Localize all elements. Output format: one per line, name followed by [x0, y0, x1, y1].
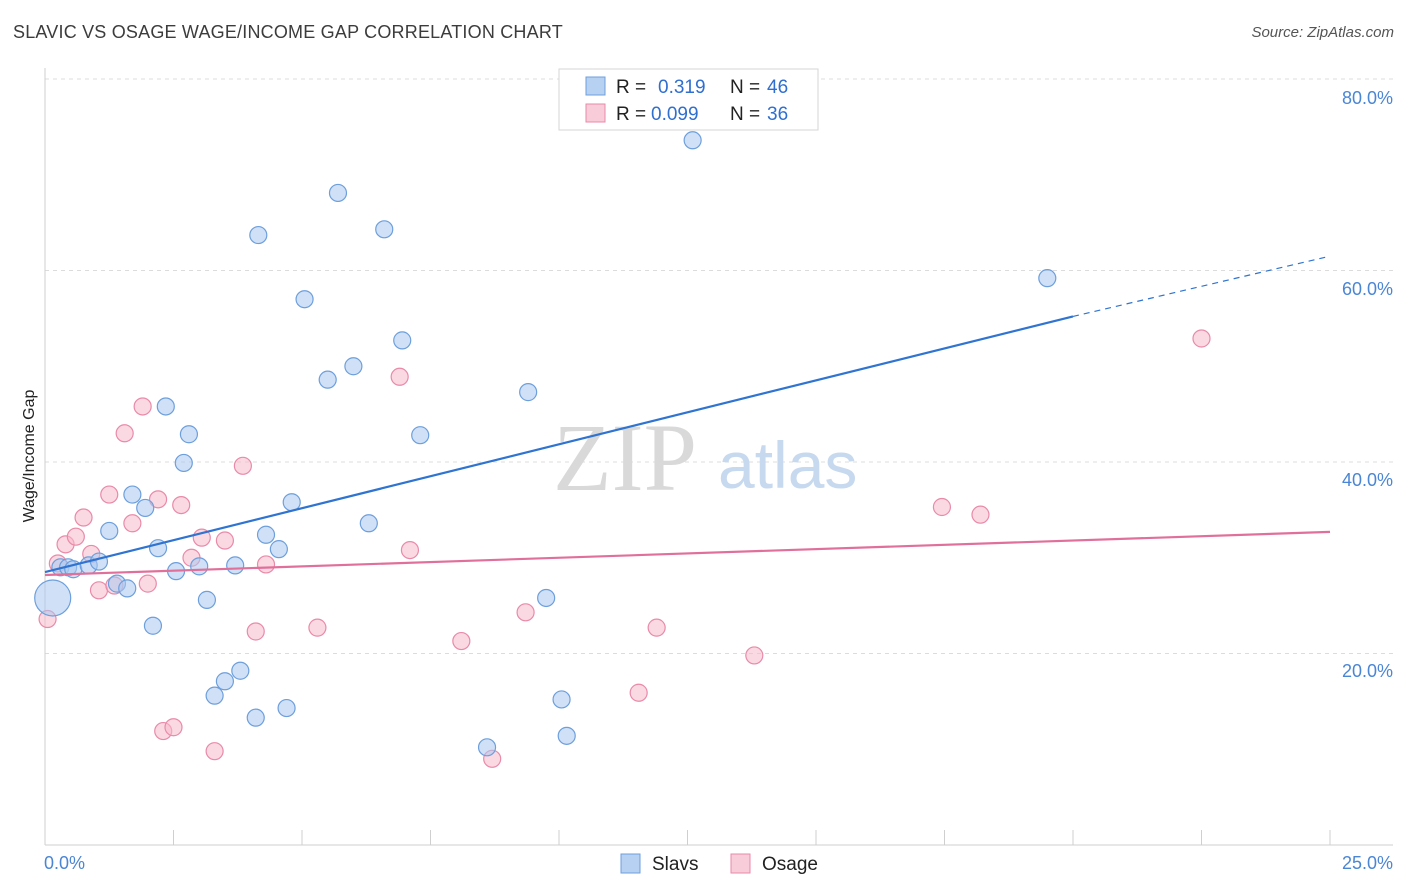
- osage-point: [647, 618, 666, 637]
- osage-point: [123, 514, 142, 533]
- osage-point: [100, 485, 119, 504]
- legend-n-label-slavs: N =: [730, 77, 760, 98]
- osage-point: [256, 555, 276, 574]
- slavs-point: [393, 331, 412, 350]
- osage-point: [164, 718, 183, 737]
- slavs-point: [249, 225, 268, 245]
- osage-point: [629, 683, 648, 702]
- slavs-point: [156, 397, 175, 416]
- legend-r-value-slavs: 0.319: [658, 77, 706, 98]
- legend-bottom-swatch-slavs: [620, 853, 641, 874]
- slavs-points: [34, 131, 1057, 757]
- slavs-point: [246, 708, 265, 727]
- slavs-point: [683, 131, 702, 150]
- slavs-point: [519, 383, 538, 402]
- slavs-point: [205, 686, 224, 705]
- y-tick-label-80: 80.0%: [1342, 88, 1393, 108]
- osage-point: [205, 742, 224, 761]
- slavs-trend-line: [44, 315, 1074, 574]
- legend-n-label-osage: N =: [730, 104, 760, 125]
- osage-point: [971, 505, 990, 524]
- osage-point: [89, 581, 109, 600]
- x-tick-label-max: 25.0%: [1342, 853, 1393, 873]
- slavs-point: [231, 661, 250, 680]
- slavs-point: [295, 290, 314, 309]
- osage-point: [233, 456, 252, 475]
- slavs-point: [118, 579, 137, 598]
- osage-point: [133, 397, 152, 416]
- y-tick-label-60: 60.0%: [1342, 279, 1393, 299]
- osage-point: [246, 622, 265, 641]
- slavs-point: [143, 616, 163, 635]
- source-label: Source: ZipAtlas.com: [1251, 24, 1394, 41]
- legend-swatch-slavs: [585, 76, 606, 96]
- slavs-point: [552, 690, 571, 709]
- osage-point: [308, 618, 327, 637]
- slavs-point: [344, 357, 363, 376]
- slavs-point: [89, 552, 109, 571]
- slavs-point: [100, 521, 119, 541]
- legend-r-label-osage: R =: [616, 104, 646, 125]
- osage-point: [138, 574, 157, 593]
- osage-point: [516, 603, 535, 622]
- osage-point: [932, 497, 952, 517]
- slavs-point: [174, 453, 193, 473]
- slavs-point: [359, 514, 378, 533]
- legend-r-value-osage: 0.099: [651, 104, 699, 125]
- osage-point: [66, 527, 85, 546]
- slavs-point: [226, 556, 245, 575]
- slavs-point: [318, 370, 337, 389]
- osage-point: [215, 531, 234, 550]
- osage-point: [400, 540, 420, 560]
- legend-n-value-osage: 36: [767, 104, 788, 125]
- slavs-point: [537, 588, 556, 608]
- watermark-zip: ZIP: [553, 404, 697, 511]
- legend-bottom-label-slavs: Slavs: [652, 854, 698, 875]
- x-tick-label-min: 0.0%: [44, 853, 85, 873]
- slavs-point: [328, 183, 348, 203]
- watermark: ZIP atlas: [553, 404, 857, 511]
- y-axis-label: Wage/Income Gap: [21, 390, 38, 523]
- slavs-point: [1038, 269, 1057, 288]
- slavs-point: [190, 557, 209, 576]
- osage-point: [115, 424, 134, 443]
- slavs-trend-extension: [1072, 255, 1331, 318]
- legend-r-label-slavs: R =: [616, 77, 646, 98]
- osage-point: [148, 490, 168, 509]
- osage-point: [452, 631, 471, 651]
- slavs-point: [215, 672, 234, 691]
- slavs-point: [179, 425, 199, 444]
- correlation-legend: R = 0.319 N = 46 R = 0.099 N = 36: [558, 68, 819, 131]
- slavs-point: [477, 738, 497, 757]
- osage-point: [172, 495, 191, 515]
- slavs-point: [277, 698, 296, 718]
- osage-point: [1192, 329, 1211, 348]
- legend-n-value-slavs: 46: [767, 77, 788, 98]
- series-legend: Slavs Osage: [620, 853, 818, 875]
- watermark-atlas: atlas: [718, 428, 857, 502]
- trend-lines: [44, 255, 1331, 577]
- slavs-point: [256, 525, 276, 544]
- chart-title: SLAVIC VS OSAGE WAGE/INCOME GAP CORRELAT…: [13, 22, 563, 42]
- axes: [44, 68, 1393, 846]
- slavs-point: [557, 726, 576, 745]
- legend-bottom-swatch-osage: [730, 853, 751, 874]
- slavs-point: [269, 540, 288, 559]
- slavs-point: [136, 498, 155, 518]
- osage-trend-line: [44, 530, 1331, 577]
- legend-bottom-label-osage: Osage: [762, 854, 818, 875]
- osage-point: [74, 508, 93, 527]
- osage-point: [390, 367, 409, 386]
- osage-point: [745, 646, 764, 665]
- legend-swatch-osage: [585, 103, 606, 123]
- slavs-point: [123, 485, 142, 504]
- slavs-point: [197, 590, 217, 609]
- y-tick-label-40: 40.0%: [1342, 470, 1393, 490]
- slavs-point: [375, 220, 394, 239]
- slavs-point: [411, 426, 430, 445]
- y-tick-label-20: 20.0%: [1342, 661, 1393, 681]
- slavs-point: [34, 579, 72, 617]
